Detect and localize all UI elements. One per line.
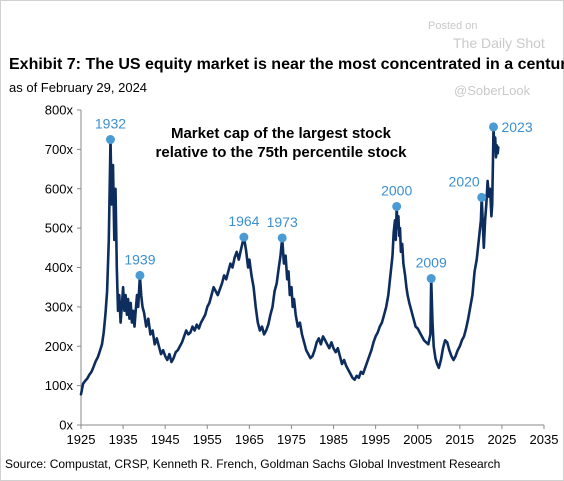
peak-label-1973: 1973	[267, 214, 298, 230]
peak-label-1964: 1964	[228, 213, 259, 229]
peak-label-2023: 2023	[501, 119, 532, 135]
x-tick-label: 1985	[319, 432, 348, 447]
peak-marker-2020	[477, 192, 487, 202]
peak-label-1939: 1939	[124, 251, 155, 267]
y-tick-label: 300x	[45, 299, 74, 314]
x-tick-label: 2015	[445, 432, 474, 447]
y-tick-label: 100x	[45, 378, 74, 393]
x-tick-label: 1975	[277, 432, 306, 447]
watermark-handle: @SoberLook	[454, 83, 531, 98]
x-tick-label: 1995	[361, 432, 390, 447]
x-tick-label: 2005	[403, 432, 432, 447]
source-note: Source: Compustat, CRSP, Kenneth R. Fren…	[5, 457, 501, 471]
x-tick-label: 1935	[109, 432, 138, 447]
series-line-0	[79, 125, 500, 396]
peak-label-2020: 2020	[449, 173, 480, 189]
peak-marker-1964	[239, 232, 249, 242]
peak-marker-2023	[488, 122, 498, 132]
x-tick-label: 2035	[530, 432, 559, 447]
y-tick-label: 200x	[45, 339, 74, 354]
x-tick-label: 1965	[235, 432, 264, 447]
peak-label-1932: 1932	[95, 116, 126, 132]
chart-annotation-line: Market cap of the largest stock	[171, 125, 392, 142]
watermark-source: The Daily Shot	[453, 35, 545, 51]
y-tick-label: 400x	[45, 260, 74, 275]
peak-marker-2000	[392, 201, 402, 211]
chart-annotation-line: relative to the 75th percentile stock	[156, 144, 408, 161]
watermark-posted: Posted on	[428, 20, 478, 32]
x-tick-label: 1955	[193, 432, 222, 447]
annotation-layer: Market cap of the largest stock relative …	[156, 125, 408, 161]
peak-label-2009: 2009	[416, 255, 447, 271]
peak-marker-1932	[105, 135, 115, 145]
peaks-layer: 1932 1939 1964 1973 2000 2009 2020 2023	[95, 116, 533, 284]
chart-subtitle: as of February 29, 2024	[9, 80, 148, 95]
peak-marker-2009	[426, 274, 436, 284]
axes: 0x 100x 200x 300x 400x 500x 600x 700x 800x 1925 19…	[45, 103, 559, 448]
y-tick-label: 600x	[45, 181, 74, 196]
series-layer	[79, 125, 500, 396]
x-tick-label: 2025	[487, 432, 516, 447]
peak-marker-1939	[135, 270, 145, 280]
y-tick-label: 800x	[45, 103, 74, 118]
x-tick-label: 1925	[67, 432, 96, 447]
peak-marker-1973	[277, 233, 287, 243]
peak-label-2000: 2000	[381, 182, 412, 198]
y-tick-label: 500x	[45, 221, 74, 236]
plot-area: 0x 100x 200x 300x 400x 500x 600x 700x 800x 1925 19…	[45, 103, 559, 448]
y-tick-label: 700x	[45, 142, 74, 157]
y-tick-label: 0x	[59, 418, 73, 433]
x-tick-label: 1945	[151, 432, 180, 447]
chart-title: Exhibit 7: The US equity market is near …	[9, 56, 564, 73]
